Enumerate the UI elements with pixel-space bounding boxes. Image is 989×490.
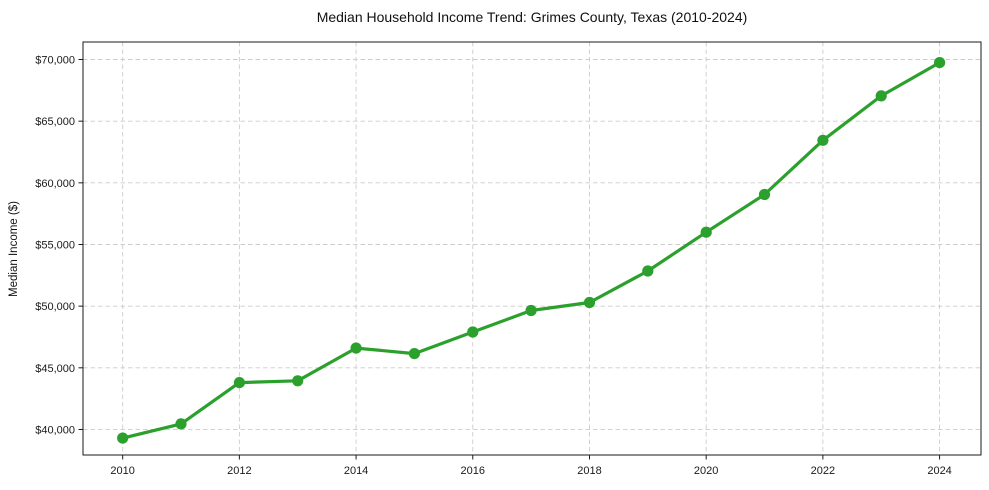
data-point-2014 xyxy=(350,342,362,354)
y-tick-label: $50,000 xyxy=(35,301,75,313)
data-point-2022 xyxy=(817,134,829,146)
data-point-2012 xyxy=(233,377,245,389)
y-tick-label: $55,000 xyxy=(35,239,75,251)
data-point-2015 xyxy=(408,348,420,360)
plot-border xyxy=(82,41,982,456)
chart-title: Median Household Income Trend: Grimes Co… xyxy=(316,9,748,25)
data-point-2010 xyxy=(117,432,129,444)
y-tick-label: $45,000 xyxy=(35,363,75,375)
data-point-2024 xyxy=(934,57,946,69)
y-tick-label: $65,000 xyxy=(35,116,75,128)
trend-line xyxy=(121,60,942,440)
x-tick-label: 2018 xyxy=(577,465,601,477)
data-point-2020 xyxy=(700,226,712,238)
data-point-2017 xyxy=(525,304,537,317)
y-tick-label: $40,000 xyxy=(35,424,75,436)
x-tick-label: 2012 xyxy=(227,465,251,477)
data-point-2011 xyxy=(175,418,187,430)
data-point-2018 xyxy=(583,296,596,309)
data-point-2019 xyxy=(642,265,654,277)
x-tick-label: 2024 xyxy=(927,465,951,477)
data-point-2016 xyxy=(467,326,479,338)
data-point-2013 xyxy=(292,375,304,387)
x-tick-label: 2014 xyxy=(344,465,368,477)
x-tick-label: 2020 xyxy=(694,465,718,477)
y-tick-label: $60,000 xyxy=(35,178,75,190)
x-tick-label: 2016 xyxy=(461,465,485,477)
y-tick-label: $70,000 xyxy=(35,55,75,67)
data-point-2023 xyxy=(875,90,887,102)
data-point-2021 xyxy=(758,188,771,201)
x-tick-label: 2022 xyxy=(811,465,835,477)
x-tick-label: 2010 xyxy=(110,465,134,477)
